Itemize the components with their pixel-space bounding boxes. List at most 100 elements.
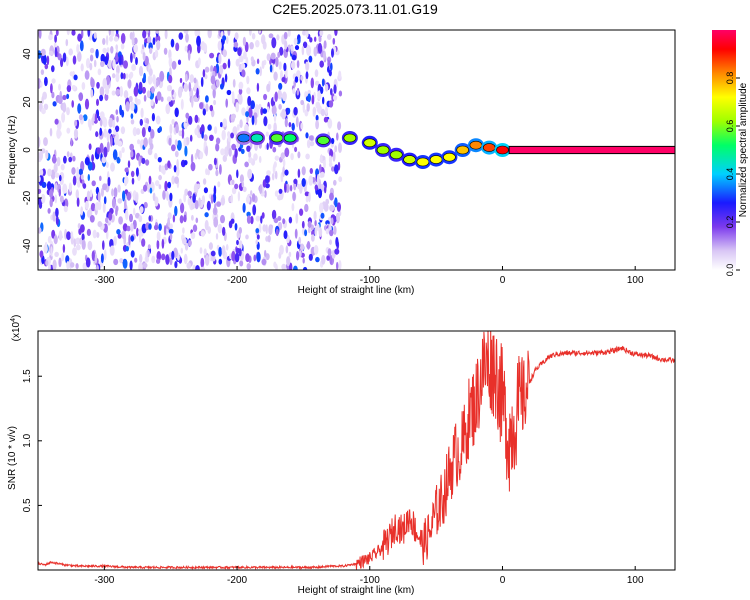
noise-speck bbox=[285, 69, 288, 79]
figure-title: C2E5.2025.073.11.01.G19 bbox=[272, 1, 438, 17]
noise-speck bbox=[108, 30, 111, 36]
noise-speck bbox=[94, 113, 98, 125]
noise-speck bbox=[130, 235, 135, 242]
noise-speck bbox=[80, 174, 84, 180]
noise-speck bbox=[101, 156, 107, 164]
noise-speck bbox=[305, 153, 310, 160]
noise-speck bbox=[216, 79, 220, 88]
noise-speck bbox=[238, 55, 244, 63]
noise-speck bbox=[296, 89, 299, 96]
noise-speck bbox=[273, 71, 278, 81]
noise-speck bbox=[307, 227, 311, 234]
noise-speck bbox=[213, 216, 219, 228]
noise-speck bbox=[196, 87, 199, 99]
noise-speck bbox=[264, 249, 267, 258]
noise-speck bbox=[169, 233, 173, 240]
noise-speck bbox=[299, 184, 303, 194]
noise-speck bbox=[161, 253, 166, 261]
noise-speck bbox=[266, 106, 270, 113]
noise-speck bbox=[317, 188, 323, 199]
noise-speck bbox=[183, 214, 187, 223]
noise-speck bbox=[168, 137, 172, 146]
noise-speck bbox=[177, 87, 183, 98]
noise-speck bbox=[239, 174, 244, 184]
noise-speck bbox=[133, 86, 139, 97]
noise-speck bbox=[140, 107, 144, 118]
noise-speck bbox=[154, 196, 159, 207]
noise-speck bbox=[51, 65, 55, 73]
noise-speck bbox=[234, 223, 238, 231]
noise-speck bbox=[231, 250, 236, 262]
noise-speck bbox=[55, 215, 59, 226]
noise-speck bbox=[213, 185, 217, 196]
noise-speck bbox=[167, 217, 171, 227]
noise-speck bbox=[329, 254, 333, 265]
noise-speck bbox=[198, 57, 201, 66]
noise-speck bbox=[291, 54, 297, 61]
noise-speck bbox=[184, 145, 188, 157]
colorbar-tick-label: 0.2 bbox=[725, 216, 735, 229]
noise-speck bbox=[295, 213, 299, 224]
noise-speck bbox=[110, 30, 115, 37]
noise-speck bbox=[188, 81, 192, 92]
noise-speck bbox=[266, 170, 271, 176]
noise-speck bbox=[107, 176, 111, 187]
noise-speck bbox=[111, 90, 116, 96]
noise-speck bbox=[244, 41, 249, 53]
noise-speck bbox=[196, 183, 201, 189]
ridge-point bbox=[482, 143, 496, 152]
noise-speck bbox=[207, 30, 212, 39]
noise-speck bbox=[104, 93, 109, 101]
noise-speck bbox=[185, 33, 189, 43]
noise-speck bbox=[106, 132, 110, 142]
noise-speck bbox=[256, 58, 260, 65]
noise-speck bbox=[336, 261, 339, 270]
noise-speck bbox=[295, 116, 299, 128]
y-tick-label: 0.5 bbox=[22, 498, 33, 512]
noise-speck bbox=[297, 37, 301, 44]
snr-panel: -300 -200 -100 0 100 0.5 1.0 1.5 Height of str… bbox=[7, 315, 676, 596]
noise-speck bbox=[148, 42, 153, 50]
noise-speck bbox=[250, 190, 253, 196]
noise-speck bbox=[76, 44, 80, 54]
noise-speck bbox=[327, 248, 332, 257]
noise-speck bbox=[188, 239, 192, 247]
noise-speck bbox=[184, 45, 188, 52]
noise-speck bbox=[301, 220, 305, 229]
noise-speck bbox=[173, 165, 177, 173]
noise-speck bbox=[58, 95, 63, 105]
noise-speck bbox=[90, 202, 96, 212]
noise-speck bbox=[251, 193, 256, 202]
noise-speck bbox=[300, 122, 304, 130]
noise-speck bbox=[158, 174, 163, 181]
noise-speck bbox=[106, 141, 110, 153]
noise-speck bbox=[108, 128, 112, 134]
noise-speck bbox=[80, 63, 84, 72]
noise-speck bbox=[156, 239, 160, 250]
noise-speck bbox=[200, 257, 205, 268]
noise-speck bbox=[215, 143, 220, 152]
noise-speck bbox=[249, 42, 254, 50]
noise-speck bbox=[225, 36, 229, 44]
noise-speck bbox=[178, 198, 182, 205]
noise-speck bbox=[77, 223, 81, 229]
noise-speck bbox=[58, 257, 62, 268]
noise-speck bbox=[93, 32, 97, 39]
noise-speck bbox=[152, 74, 156, 85]
noise-speck bbox=[288, 122, 292, 128]
noise-speck bbox=[231, 113, 237, 120]
noise-speck bbox=[99, 127, 103, 136]
noise-speck bbox=[171, 175, 176, 185]
noise-speck bbox=[147, 75, 153, 85]
noise-speck bbox=[75, 189, 80, 200]
noise-speck bbox=[294, 76, 299, 83]
noise-speck bbox=[174, 150, 179, 158]
noise-speck bbox=[333, 225, 337, 235]
noise-speck bbox=[120, 33, 126, 44]
noise-speck bbox=[320, 86, 324, 95]
noise-speck bbox=[287, 107, 291, 114]
noise-speck bbox=[47, 168, 52, 177]
noise-speck bbox=[250, 56, 254, 62]
x-tick-label: -100 bbox=[360, 575, 380, 586]
